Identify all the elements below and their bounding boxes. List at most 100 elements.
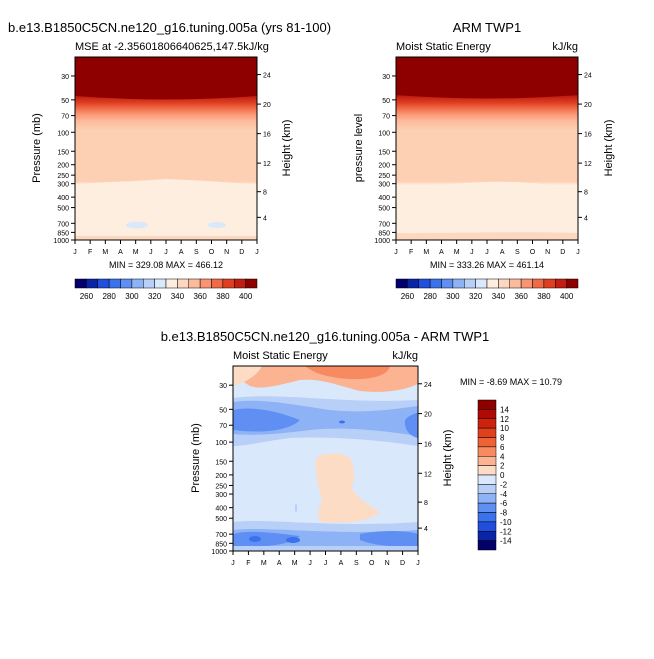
x-tick-label: N xyxy=(385,560,390,567)
colorbar-swatch xyxy=(509,278,522,289)
colorbar-label: 380 xyxy=(537,292,551,301)
y-right-tick-label: 8 xyxy=(424,500,428,507)
y-tick-label: 1000 xyxy=(53,238,69,245)
colorbar-swatch xyxy=(477,456,497,466)
x-tick-label: A xyxy=(277,560,282,567)
y-right-tick-label: 16 xyxy=(424,441,432,448)
colorbar-label: 360 xyxy=(193,292,207,301)
x-tick-label: F xyxy=(246,560,250,567)
x-tick-label: F xyxy=(88,249,92,256)
panel-diff: b.e13.B1850C5CN.ne120_g16.tuning.005a - … xyxy=(161,329,562,567)
y-right-tick-label: 20 xyxy=(263,102,271,109)
y-tick-label: 1000 xyxy=(211,549,227,556)
x-tick-label: D xyxy=(239,249,244,256)
colorbar-label: 6 xyxy=(500,443,505,452)
colorbar-swatch xyxy=(543,278,556,289)
colorbar-label: 0 xyxy=(500,471,505,480)
y-tick-label: 200 xyxy=(57,163,69,170)
colorbar-label: 380 xyxy=(216,292,230,301)
colorbar-swatch xyxy=(566,278,579,289)
y-tick-label: 700 xyxy=(378,221,390,228)
y-tick-label: 250 xyxy=(378,173,390,180)
colorbar-swatch xyxy=(177,278,189,289)
colorbar-swatch xyxy=(120,278,133,289)
colorbar-swatch xyxy=(475,278,488,289)
colorbar-label: 4 xyxy=(500,452,505,461)
x-tick-label: D xyxy=(400,560,405,567)
y-tick-label: 200 xyxy=(215,473,227,480)
panel-diff-title: b.e13.B1850C5CN.ne120_g16.tuning.005a - … xyxy=(161,329,490,344)
y-tick-label: 30 xyxy=(382,74,390,81)
y-right-tick-label: 4 xyxy=(584,215,588,222)
colorbar-swatch xyxy=(498,278,510,289)
colorbar-label: -10 xyxy=(500,518,512,527)
x-tick-label: J xyxy=(164,249,168,256)
colorbar-swatch xyxy=(245,278,258,289)
colorbar-swatch xyxy=(143,278,155,289)
x-tick-label: N xyxy=(545,249,550,256)
y-tick-label: 850 xyxy=(215,541,227,548)
panel-obs-field xyxy=(396,57,578,240)
panel-model-ylabel-right: Height (km) xyxy=(281,120,293,177)
colorbar-swatch xyxy=(555,278,567,289)
colorbar-swatch xyxy=(520,278,533,289)
panel-diff-ylabel-right: Height (km) xyxy=(442,430,454,487)
colorbar-swatch xyxy=(86,278,98,289)
colorbar-label: 360 xyxy=(514,292,528,301)
colorbar-label: -14 xyxy=(500,537,512,546)
colorbar-swatch xyxy=(477,502,497,513)
y-tick-label: 70 xyxy=(219,423,227,430)
panel-diff-left-string: Moist Static Energy xyxy=(233,350,328,362)
y-right-tick-label: 12 xyxy=(424,471,432,478)
y-right-tick-label: 8 xyxy=(263,190,267,197)
x-tick-label: J xyxy=(149,249,153,256)
y-tick-label: 400 xyxy=(57,195,69,202)
y-tick-label: 150 xyxy=(57,149,69,156)
colorbar-swatch xyxy=(429,278,442,289)
panel-model-title: b.e13.B1850C5CN.ne120_g16.tuning.005a (y… xyxy=(8,20,331,35)
x-tick-label: M xyxy=(454,249,460,256)
colorbar-swatch xyxy=(222,278,235,289)
panel-obs: ARM TWP1 Moist Static Energy kJ/kg 30 50 7… xyxy=(353,20,615,301)
colorbar-label: 340 xyxy=(492,292,506,301)
x-tick-label: O xyxy=(209,249,215,256)
y-tick-label: 30 xyxy=(61,74,69,81)
colorbar-label: 8 xyxy=(500,434,505,443)
colorbar-swatch xyxy=(477,465,497,476)
colorbar-swatch xyxy=(211,278,224,289)
y-tick-label: 70 xyxy=(382,114,390,121)
y-tick-label: 100 xyxy=(378,130,390,137)
colorbar-label: -12 xyxy=(500,527,512,536)
y-tick-label: 850 xyxy=(378,230,390,237)
colorbar-swatch xyxy=(154,278,167,289)
y-tick-label: 200 xyxy=(378,163,390,170)
colorbar-swatch xyxy=(74,278,87,289)
x-tick-label: S xyxy=(194,249,199,256)
x-tick-label: M xyxy=(423,249,429,256)
colorbar-swatch xyxy=(477,446,497,457)
y-tick-label: 100 xyxy=(57,130,69,137)
y-tick-label: 500 xyxy=(215,516,227,523)
y-right-tick-label: 24 xyxy=(424,382,432,389)
y-tick-label: 250 xyxy=(57,173,69,180)
panel-obs-left-string: Moist Static Energy xyxy=(396,41,491,53)
colorbar-label: 320 xyxy=(469,292,483,301)
colorbar-swatch xyxy=(464,278,476,289)
x-tick-label: A xyxy=(339,560,344,567)
colorbar-swatch xyxy=(477,409,497,419)
colorbar-swatch xyxy=(108,278,121,289)
x-tick-label: J xyxy=(308,560,312,567)
y-tick-label: 30 xyxy=(219,383,227,390)
colorbar-swatch xyxy=(486,278,499,289)
x-tick-label: S xyxy=(354,560,359,567)
colorbar-label: 260 xyxy=(401,292,415,301)
colorbar-label: 280 xyxy=(423,292,437,301)
colorbar-swatch xyxy=(477,427,497,438)
x-tick-label: J xyxy=(576,249,580,256)
colorbar-swatch xyxy=(199,278,212,289)
colorbar-label: 260 xyxy=(80,292,94,301)
